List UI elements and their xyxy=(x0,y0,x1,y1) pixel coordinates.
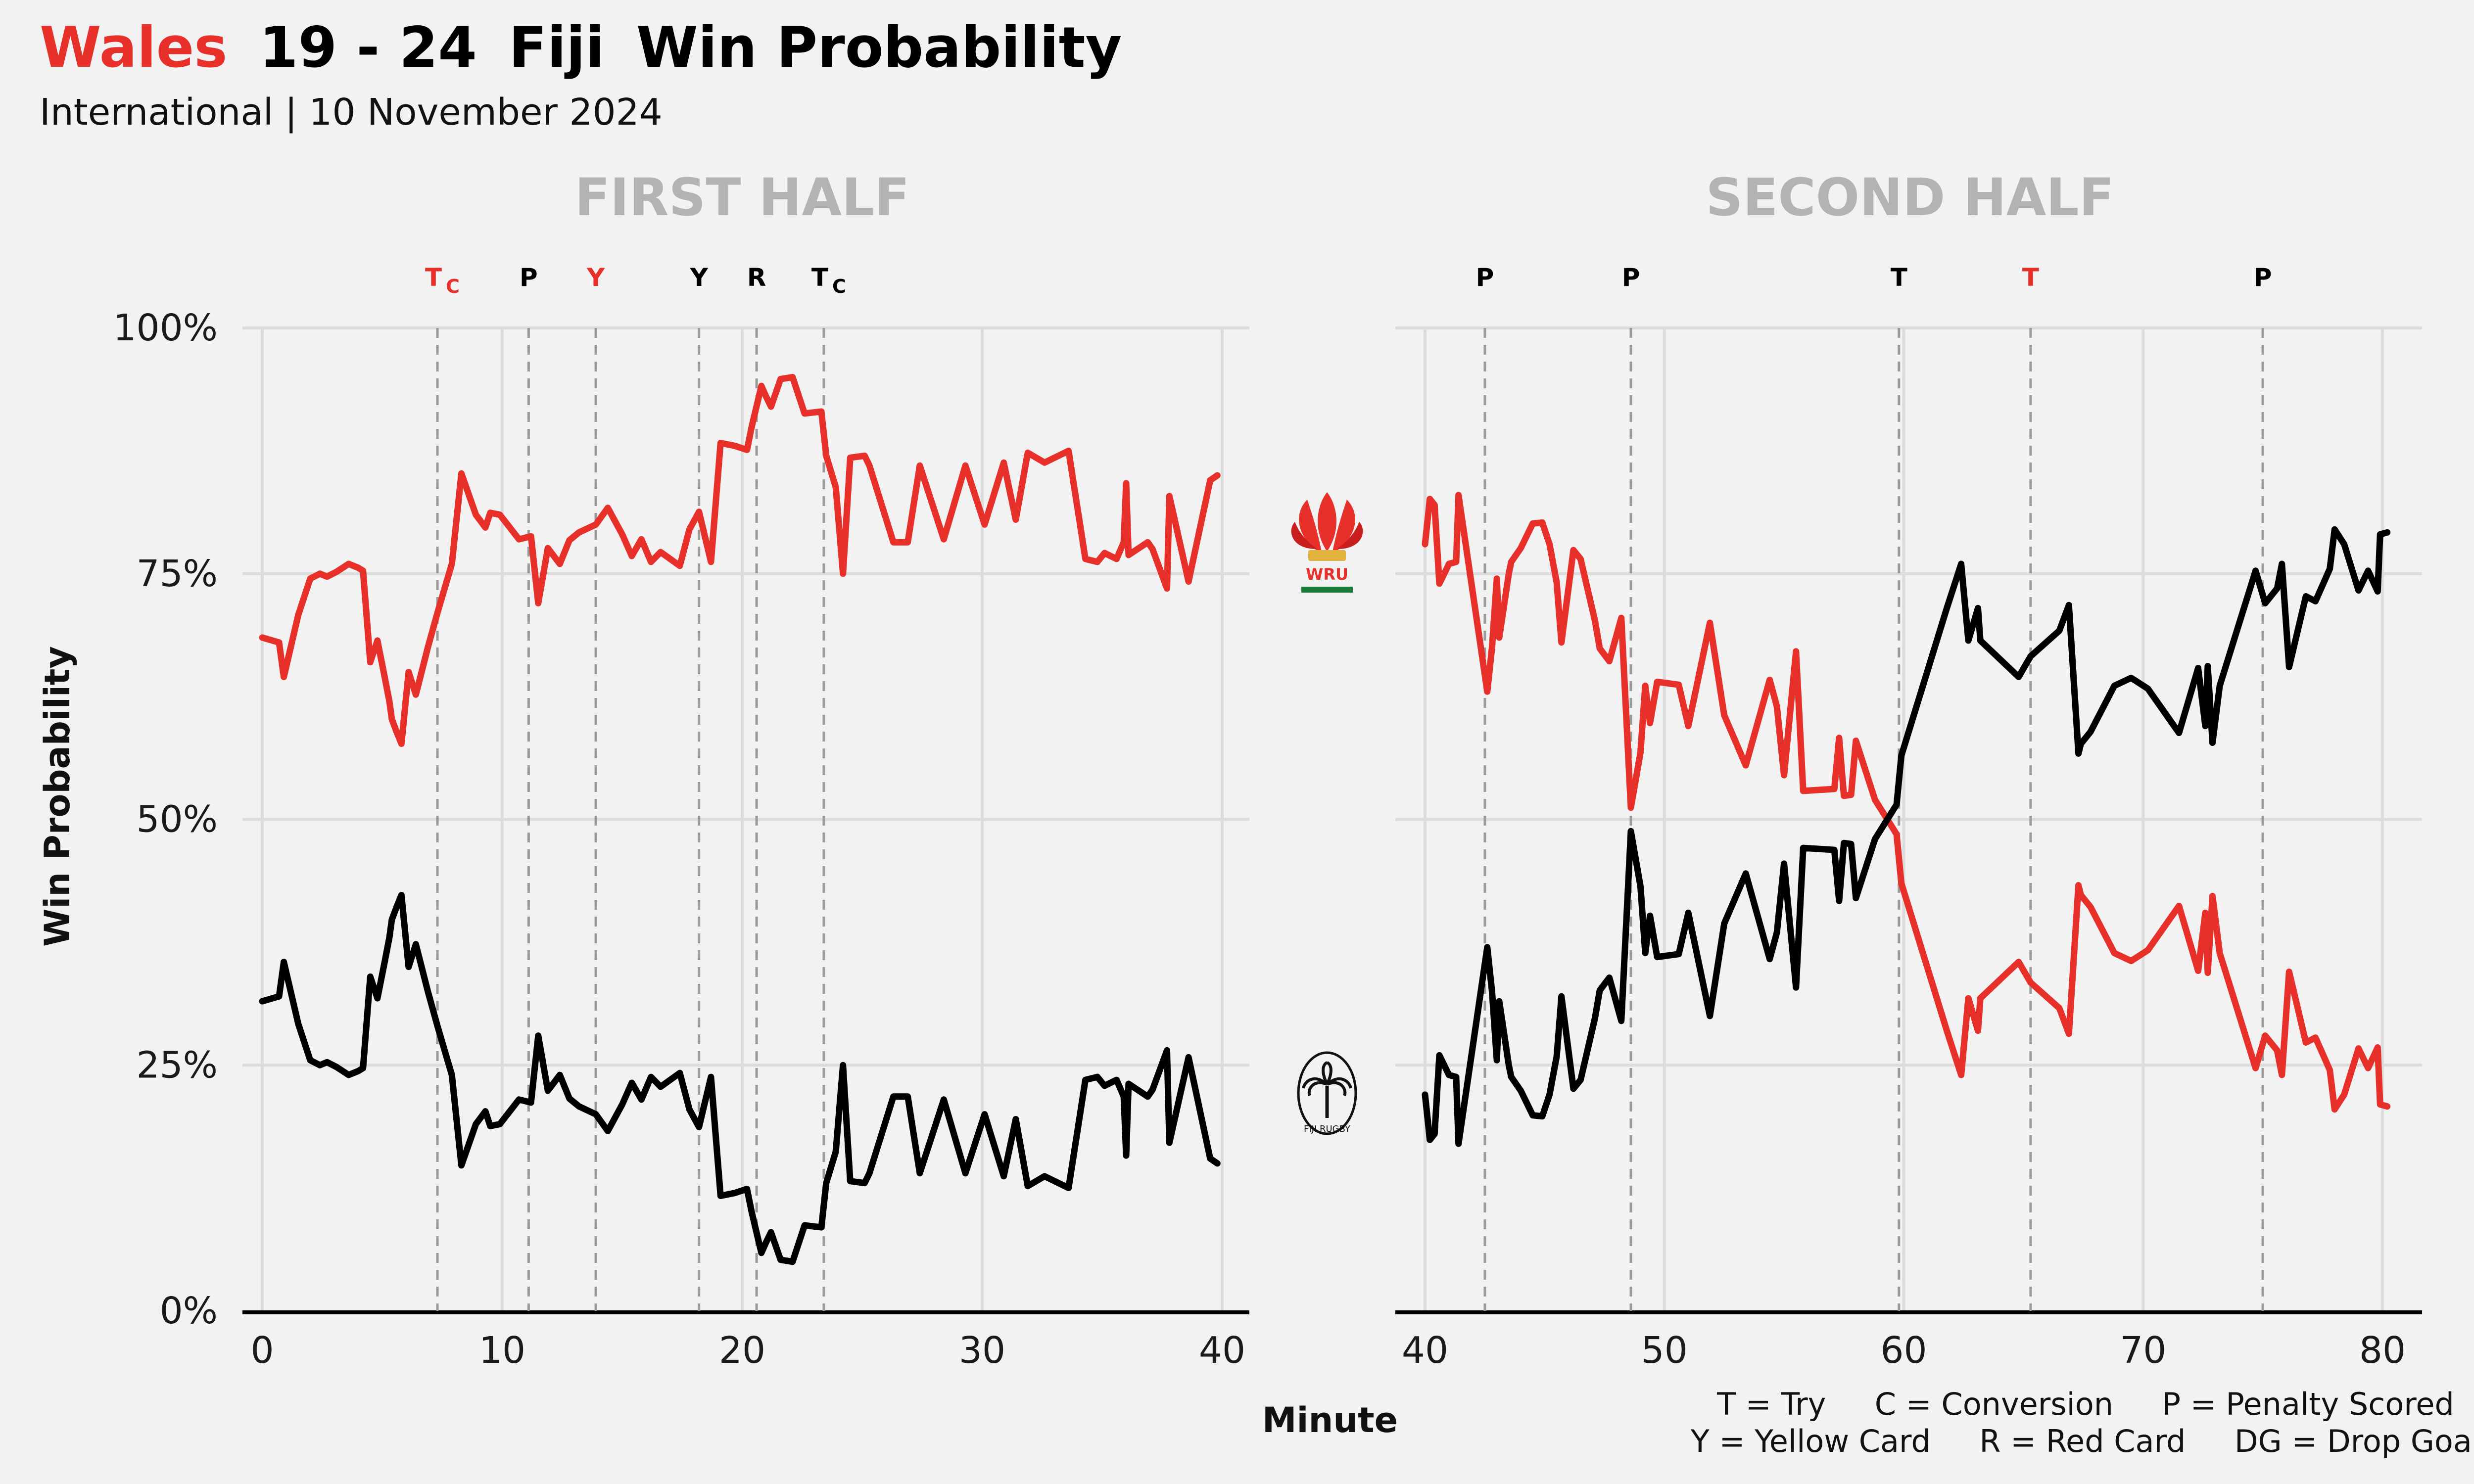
y-tick-label: 25% xyxy=(137,1044,218,1086)
event-label-type: R xyxy=(747,263,766,292)
series-line-fiji xyxy=(259,892,1221,1265)
chart-subtitle: International | 10 November 2024 xyxy=(40,91,663,134)
x-tick-label: 40 xyxy=(1402,1329,1448,1372)
logo-underline xyxy=(1301,587,1353,593)
fiji-logo: FIJI RUGBY xyxy=(1297,1051,1357,1135)
event-label-type: Y xyxy=(690,263,709,292)
second-half-panel: 40 50 60 70 80 P P T T P xyxy=(1395,263,2422,1372)
event-label: Y xyxy=(690,263,709,292)
x-tick-label: 20 xyxy=(719,1329,765,1372)
logo-text: WRU xyxy=(1306,565,1348,584)
event-label-type: Y xyxy=(586,263,605,292)
x-tick-label: 70 xyxy=(2120,1329,2166,1372)
wales-logo: WRU xyxy=(1291,492,1363,593)
event-label-type: P xyxy=(520,263,538,292)
event-label: P xyxy=(1476,263,1494,292)
event-label: T xyxy=(1891,263,1907,292)
legend-line-2: Y = Yellow Card R = Red Card DG = Drop G… xyxy=(1690,1423,2474,1459)
x-tick-label: 0 xyxy=(250,1329,274,1372)
event-label: P xyxy=(520,263,538,292)
logo-ball xyxy=(1297,1051,1357,1135)
event-label: R xyxy=(747,263,766,292)
x-tick-label: 60 xyxy=(1880,1329,1927,1372)
logo-coronet xyxy=(1308,550,1346,561)
event-label-type: T xyxy=(811,263,828,292)
logo-text: FIJI RUGBY xyxy=(1304,1124,1351,1134)
event-label: P xyxy=(2254,263,2272,292)
y-tick-label: 0% xyxy=(160,1290,218,1332)
event-label-sub: C xyxy=(446,276,460,297)
legend-line-1: T = Try C = Conversion P = Penalty Score… xyxy=(1716,1386,2454,1422)
event-label-type: P xyxy=(2254,263,2272,292)
event-label-type: P xyxy=(1476,263,1494,292)
series-line-wales xyxy=(1422,492,2391,1113)
event-label: Y xyxy=(586,263,605,292)
palm-leaves xyxy=(1302,1061,1352,1097)
event-label-type: T xyxy=(1891,263,1907,292)
x-tick-label: 10 xyxy=(479,1329,525,1372)
x-tick-label: 30 xyxy=(959,1329,1005,1372)
y-tick-label: 75% xyxy=(137,553,218,595)
series-line-wales xyxy=(259,373,1221,747)
feather-right xyxy=(1332,500,1355,554)
x-tick-label: 80 xyxy=(2359,1329,2406,1372)
title-score: 19 - 24 xyxy=(259,15,477,80)
event-label: T xyxy=(2022,263,2039,292)
event-label: P xyxy=(1622,263,1640,292)
feather-right-outer xyxy=(1337,522,1363,549)
panel-title-second-half: SECOND HALF xyxy=(1706,167,2114,228)
title-home-team: Wales xyxy=(40,15,228,80)
first-half-panel: 0 10 20 30 400%25%50%75%100%T C P Y Y R T C xyxy=(113,263,1249,1372)
event-label-type: P xyxy=(1622,263,1640,292)
title-suffix: Win Probability xyxy=(636,15,1122,80)
event-label-sub: C xyxy=(832,276,846,297)
y-tick-label: 100% xyxy=(113,307,218,349)
x-axis-title: Minute xyxy=(1262,1400,1398,1440)
panel-title-first-half: FIRST HALF xyxy=(575,167,910,228)
feather-left xyxy=(1299,500,1322,554)
x-tick-label: 50 xyxy=(1641,1329,1688,1372)
event-label-type: T xyxy=(425,263,442,292)
event-label-type: T xyxy=(2022,263,2039,292)
x-tick-label: 40 xyxy=(1199,1329,1245,1372)
y-axis-title: Win Probability xyxy=(37,646,78,947)
feather-center xyxy=(1318,492,1336,552)
title-away-team: Fiji xyxy=(509,15,604,80)
feather-left-outer xyxy=(1291,522,1317,549)
chart-title: Wales 19 - 24 Fiji Win Probability xyxy=(40,15,1122,80)
y-tick-label: 50% xyxy=(137,798,218,841)
series-line-fiji xyxy=(1422,526,2391,1147)
